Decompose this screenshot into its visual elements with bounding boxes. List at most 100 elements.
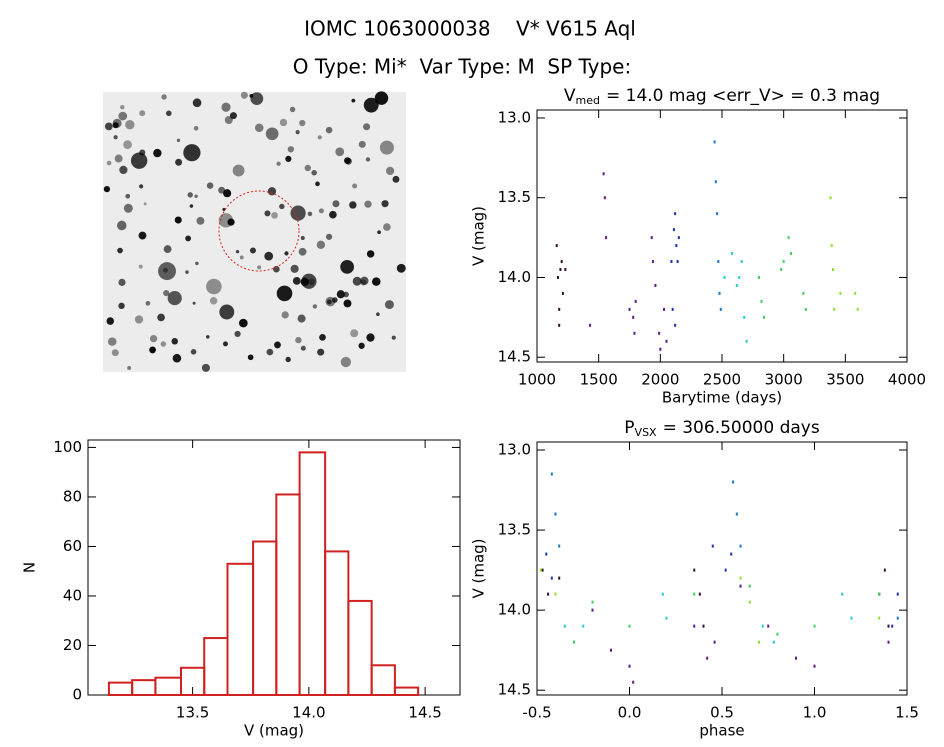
- star: [344, 157, 351, 165]
- star: [279, 118, 288, 127]
- data-point: [839, 291, 842, 295]
- star: [366, 250, 375, 258]
- hist-bar: [370, 664, 396, 696]
- star: [311, 169, 317, 176]
- star: [190, 349, 197, 355]
- star: [351, 98, 356, 103]
- star: [295, 336, 302, 344]
- star: [125, 119, 135, 130]
- star: [304, 164, 311, 172]
- data-point: [883, 568, 886, 572]
- data-point: [856, 307, 859, 311]
- star: [117, 247, 123, 254]
- data-point: [854, 291, 857, 295]
- data-point: [748, 600, 751, 604]
- star: [365, 157, 371, 162]
- star: [352, 183, 358, 189]
- y-tick-label: 100: [53, 438, 82, 456]
- star: [358, 342, 365, 349]
- data-point: [841, 592, 844, 596]
- star: [206, 335, 210, 339]
- star: [206, 278, 222, 295]
- data-point: [558, 323, 561, 327]
- y-tick-label: 14.0: [498, 601, 531, 619]
- star: [300, 235, 305, 240]
- star: [139, 110, 146, 117]
- star: [171, 338, 179, 345]
- star: [254, 123, 264, 133]
- star: [218, 186, 226, 194]
- star: [264, 251, 274, 261]
- star: [163, 245, 172, 254]
- star: [307, 211, 313, 217]
- star: [326, 299, 332, 305]
- data-point: [782, 260, 785, 264]
- star: [363, 97, 379, 113]
- star: [318, 208, 324, 214]
- star: [185, 235, 192, 242]
- data-point: [829, 196, 832, 200]
- star: [281, 311, 289, 319]
- star: [112, 118, 122, 128]
- data-point: [719, 307, 722, 311]
- data-point: [554, 592, 557, 596]
- star: [123, 140, 132, 150]
- star: [118, 278, 126, 286]
- data-point: [832, 267, 834, 271]
- star: [111, 349, 119, 357]
- star: [114, 154, 123, 163]
- data-point: [672, 228, 675, 232]
- sky-image: [103, 91, 406, 372]
- data-point: [713, 140, 716, 144]
- hist-bar: [324, 550, 350, 697]
- data-point: [813, 624, 816, 628]
- star: [299, 119, 306, 127]
- hist-bar: [275, 493, 301, 697]
- star: [167, 290, 182, 306]
- star: [107, 337, 117, 346]
- x-tick-label: 1000: [518, 371, 556, 389]
- star: [377, 230, 381, 235]
- data-point: [745, 339, 748, 343]
- star: [383, 223, 391, 231]
- star: [391, 335, 396, 340]
- star: [176, 138, 181, 143]
- star: [325, 126, 333, 134]
- star: [376, 312, 380, 317]
- data-point: [787, 236, 790, 240]
- x-tick-label: -0.5: [522, 704, 551, 722]
- hist-bar: [393, 686, 420, 696]
- star: [366, 333, 375, 342]
- hist-bar: [226, 562, 255, 697]
- data-point: [706, 656, 709, 660]
- star: [120, 104, 125, 110]
- star: [360, 276, 369, 285]
- data-point: [634, 299, 637, 303]
- chart-title: Vmed = 14.0 mag <err_V> = 0.3 mag: [564, 86, 880, 107]
- data-point: [724, 568, 727, 572]
- data-point: [887, 640, 890, 644]
- star: [343, 299, 352, 308]
- data-point: [582, 624, 585, 628]
- star: [239, 318, 248, 328]
- star: [175, 158, 183, 166]
- hist-bar: [347, 599, 373, 696]
- data-point: [563, 624, 566, 628]
- star: [300, 345, 306, 351]
- star: [106, 317, 115, 325]
- x-tick-label: 14.0: [292, 704, 325, 722]
- data-point: [738, 275, 741, 279]
- star: [138, 231, 147, 240]
- star: [189, 204, 194, 208]
- star: [247, 354, 254, 361]
- star: [316, 240, 326, 249]
- star: [257, 265, 262, 270]
- data-point: [559, 267, 562, 271]
- star: [276, 161, 281, 166]
- x-tick-label: 4000: [888, 371, 926, 389]
- star: [340, 356, 352, 368]
- data-point: [739, 576, 742, 580]
- y-tick-label: 20: [63, 636, 82, 654]
- star: [106, 160, 112, 166]
- chart-title: PVSX = 306.50000 days: [624, 418, 820, 439]
